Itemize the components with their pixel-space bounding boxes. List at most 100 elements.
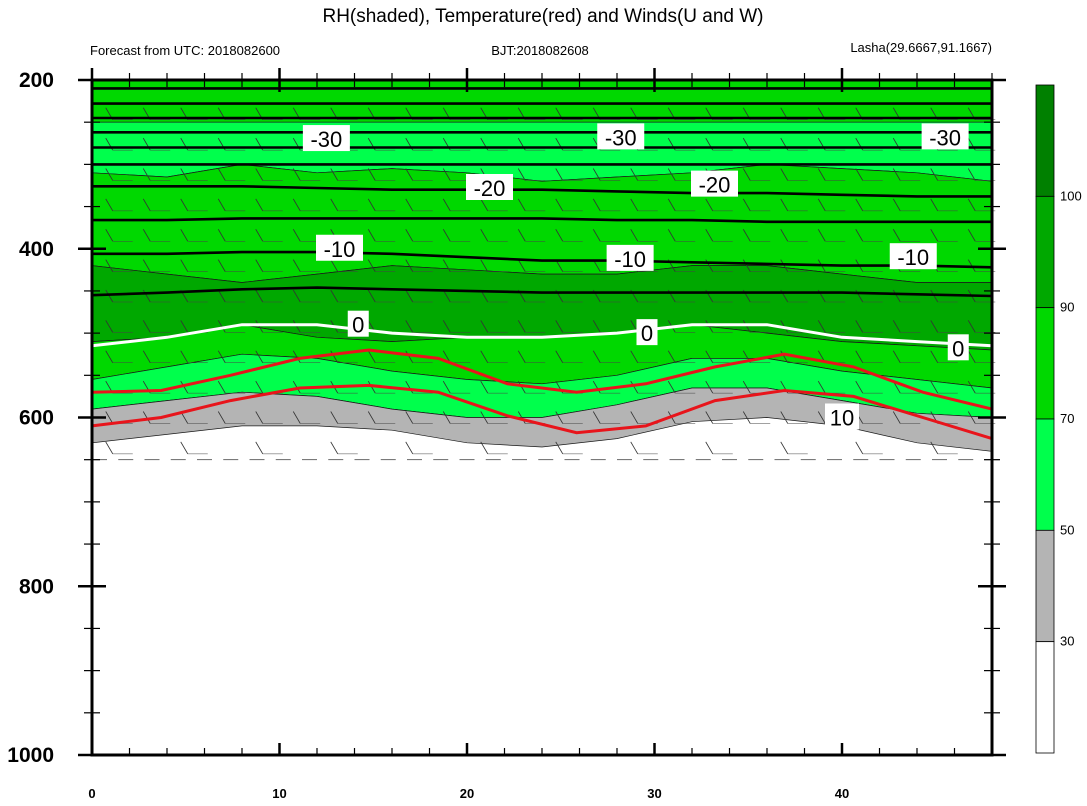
contour-label: 0 (641, 321, 653, 346)
wind-barb (705, 350, 714, 363)
wind-barb (967, 380, 976, 394)
wind-barb (780, 350, 789, 363)
wind-barb (105, 441, 114, 455)
wind-barb (667, 229, 676, 242)
wind-barb (405, 380, 414, 394)
colorbar-label: 50 (1060, 522, 1074, 537)
wind-barb (892, 229, 901, 242)
wind-barb (630, 380, 639, 394)
colorbar-label: 90 (1060, 300, 1074, 315)
wind-barb (817, 380, 826, 394)
wind-barb (555, 229, 564, 242)
wind-barb (480, 350, 489, 363)
black-isotherm (92, 250, 993, 269)
zero-isotherm (91, 323, 993, 348)
wind-barb (480, 259, 489, 272)
wind-barb (780, 441, 789, 455)
wind-barb (217, 411, 226, 424)
wind-barb (105, 289, 114, 303)
wind-barb (405, 320, 414, 333)
wind-barb (630, 411, 639, 424)
wind-barb (592, 320, 601, 333)
wind-barb (142, 259, 151, 272)
wind-barb (855, 441, 864, 455)
wind-barb (442, 168, 451, 181)
wind-barb (630, 441, 639, 455)
wind-barb (667, 198, 676, 212)
wind-barb (217, 289, 226, 303)
wind-barb (217, 198, 226, 212)
wind-barb (405, 259, 414, 272)
wind-barb (592, 411, 601, 424)
colorbar-segment (1035, 641, 1055, 754)
x-tick-label: 20 (460, 786, 474, 801)
wind-barb (742, 320, 751, 333)
wind-barb (517, 320, 526, 333)
wind-barb (855, 168, 864, 181)
wind-barb (330, 198, 339, 212)
colorbar-segment (1035, 418, 1055, 531)
wind-barb (442, 411, 451, 424)
wind-barb (780, 229, 789, 242)
wind-barb (930, 350, 939, 363)
contour-label: -30 (929, 125, 961, 150)
wind-barb (555, 168, 564, 181)
contour-label: -20 (474, 176, 506, 201)
chart-title: RH(shaded), Temperature(red) and Winds(U… (322, 6, 763, 27)
wind-barb (217, 229, 226, 242)
contour-label: -30 (605, 125, 637, 150)
x-axis: 0 10 20 30 40 (88, 68, 993, 801)
contour-label-box (302, 125, 350, 152)
wind-barb (367, 289, 376, 303)
wind-barb (742, 259, 751, 272)
location-label: Lasha(29.6667,91.1667) (850, 40, 992, 55)
wind-barb (705, 441, 714, 455)
contour-label-box (347, 310, 369, 337)
wind-barb (967, 411, 976, 424)
wind-barb (630, 168, 639, 181)
wind-barb (442, 229, 451, 242)
wind-barb (892, 168, 901, 181)
wind-barb (142, 350, 151, 363)
wind-barb (405, 441, 414, 455)
wind-barb (630, 198, 639, 212)
wind-barb (930, 441, 939, 455)
wind-barb (555, 198, 564, 212)
forecast-label: Forecast from UTC: 2018082600 (90, 43, 280, 58)
colorbar-segment (1035, 195, 1055, 309)
wind-barb (367, 411, 376, 424)
wind-barb (255, 441, 264, 455)
wind-barb (892, 289, 901, 303)
contour-label-box (825, 403, 859, 430)
wind-barb (817, 229, 826, 242)
wind-barb (442, 259, 451, 272)
wind-barb (967, 168, 976, 181)
wind-barb (255, 411, 264, 424)
contour-label: -10 (324, 237, 356, 262)
wind-barb (180, 259, 189, 272)
wind-barb (592, 198, 601, 212)
wind-barb (630, 229, 639, 242)
y-tick-label: 200 (19, 69, 54, 92)
colorbar-label: 70 (1060, 411, 1074, 426)
wind-barb (555, 411, 564, 424)
wind-barb (292, 289, 301, 303)
wind-barb (930, 289, 939, 303)
wind-barb (330, 411, 339, 424)
wind-barb (217, 350, 226, 363)
wind-barb (817, 320, 826, 333)
colorbar: 100 90 70 50 30 (1035, 84, 1082, 754)
contour-label-box (921, 123, 969, 150)
black-isotherm (92, 185, 992, 198)
wind-barb (630, 350, 639, 363)
wind-barb (480, 411, 489, 424)
wind-barb (780, 259, 789, 272)
wind-barb (105, 259, 114, 272)
wind-barb (105, 168, 114, 181)
wind-barb (930, 168, 939, 181)
black-isotherm (91, 286, 993, 298)
wind-barb (255, 168, 264, 181)
wind-barb (330, 441, 339, 455)
wind-barb (405, 198, 414, 212)
